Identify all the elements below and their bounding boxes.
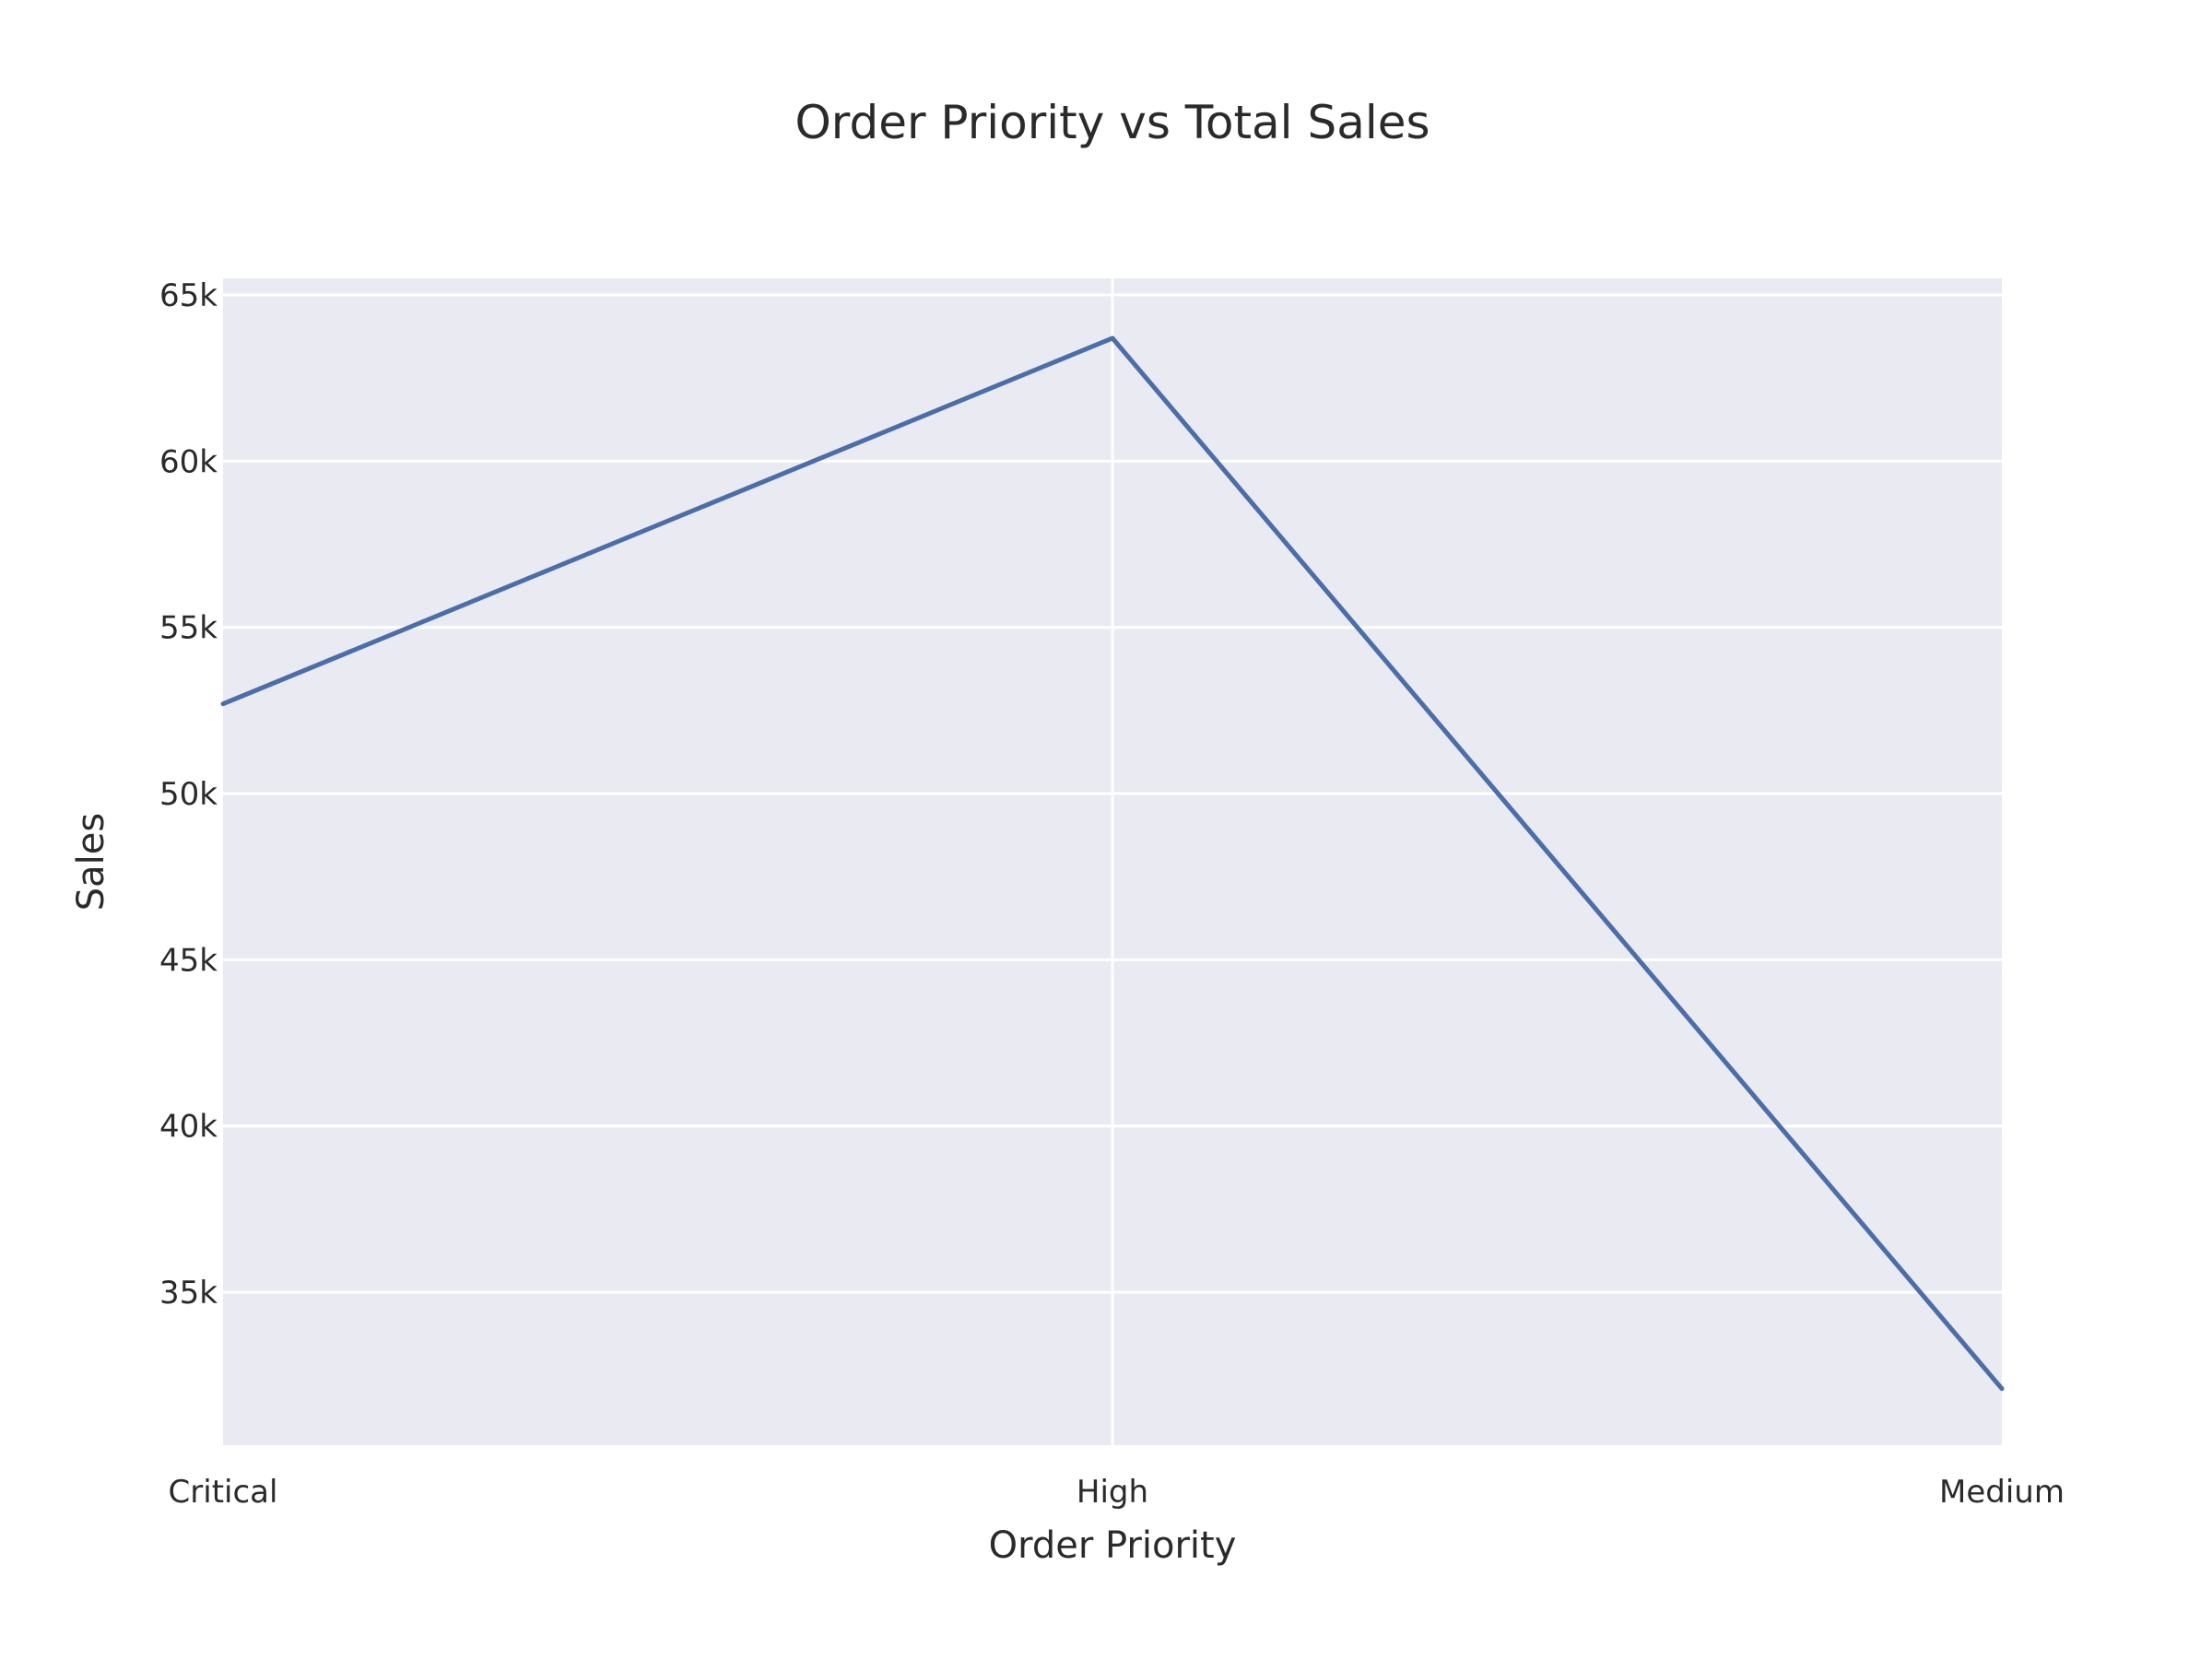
y-axis-title: Sales xyxy=(70,813,112,911)
grid-lines xyxy=(223,278,2002,1445)
y-tick-label: 55k xyxy=(159,610,218,647)
chart-title: Order Priority vs Total Sales xyxy=(794,96,1430,149)
y-tick-label: 45k xyxy=(159,942,218,979)
y-tick-label: 65k xyxy=(159,277,218,314)
x-tick-label: High xyxy=(1077,1474,1148,1511)
series-layer xyxy=(220,335,2005,1392)
x-tick-label: Medium xyxy=(1939,1474,2065,1511)
x-axis-title: Order Priority xyxy=(989,1524,1237,1567)
y-tick-label: 60k xyxy=(159,443,218,480)
x-axis-ticks: Critical High Medium xyxy=(169,1474,2065,1511)
y-axis-ticks: 35k 40k 45k 50k 55k 60k 65k xyxy=(159,277,218,1312)
x-tick-label: Critical xyxy=(169,1474,278,1511)
series-line xyxy=(220,335,2005,1392)
y-tick-label: 35k xyxy=(159,1275,218,1312)
y-tick-label: 50k xyxy=(159,776,218,813)
y-tick-label: 40k xyxy=(159,1109,218,1146)
